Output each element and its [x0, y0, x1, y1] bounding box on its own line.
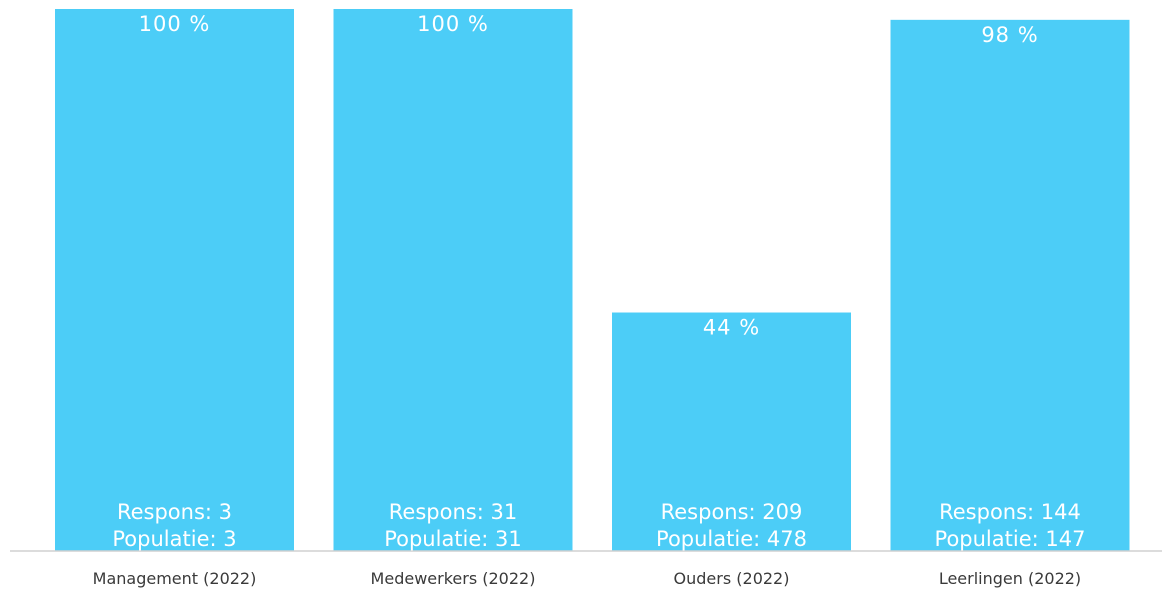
bar — [612, 312, 851, 551]
category-label: Management (2022) — [93, 569, 257, 588]
bar — [333, 9, 573, 551]
bars-layer — [55, 9, 1130, 551]
bar-respons-label: Respons: 144 — [939, 500, 1081, 524]
bar-populatie-label: Populatie: 3 — [112, 527, 236, 551]
bar-populatie-label: Populatie: 147 — [935, 527, 1086, 551]
category-label: Leerlingen (2022) — [939, 569, 1081, 588]
bar-populatie-label: Populatie: 478 — [656, 527, 807, 551]
bar-value-label: 100 % — [417, 12, 489, 36]
bar — [890, 19, 1130, 551]
bar-respons-label: Respons: 3 — [117, 500, 232, 524]
bar — [55, 9, 294, 551]
labels-layer: 100 % Respons: 3 Populatie: 3 Management (2… — [93, 12, 1086, 588]
bar-value-label: 44 % — [703, 316, 760, 340]
bar-respons-label: Respons: 209 — [661, 500, 803, 524]
category-label: Medewerkers (2022) — [371, 569, 536, 588]
bar-value-label: 100 % — [139, 12, 211, 36]
bar-populatie-label: Populatie: 31 — [384, 527, 522, 551]
bar-value-label: 98 % — [981, 23, 1038, 47]
category-label: Ouders (2022) — [674, 569, 790, 588]
bar-respons-label: Respons: 31 — [389, 500, 517, 524]
